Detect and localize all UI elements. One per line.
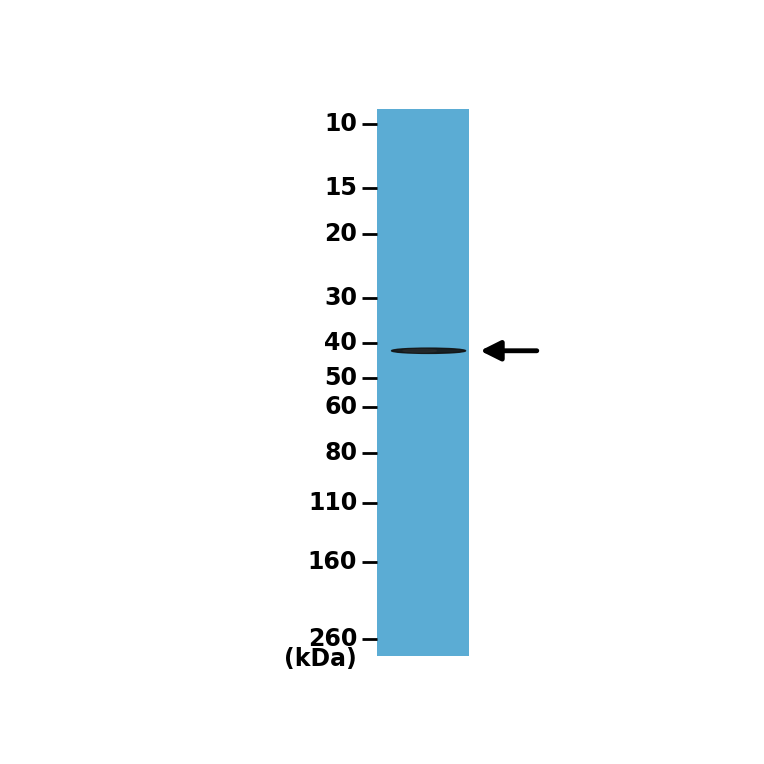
Text: 10: 10 — [325, 112, 358, 136]
Ellipse shape — [392, 348, 465, 354]
Text: 15: 15 — [325, 176, 358, 200]
Text: 50: 50 — [324, 366, 358, 390]
Text: (kDa): (kDa) — [284, 647, 357, 672]
Ellipse shape — [403, 349, 436, 352]
Text: 110: 110 — [308, 491, 358, 515]
Text: 40: 40 — [325, 331, 358, 355]
Text: 30: 30 — [324, 286, 358, 309]
Text: 60: 60 — [324, 395, 358, 419]
Text: 160: 160 — [308, 550, 358, 574]
Text: 80: 80 — [324, 441, 358, 465]
Bar — [377, 109, 468, 656]
Text: 20: 20 — [325, 222, 358, 245]
Text: 260: 260 — [308, 626, 358, 651]
